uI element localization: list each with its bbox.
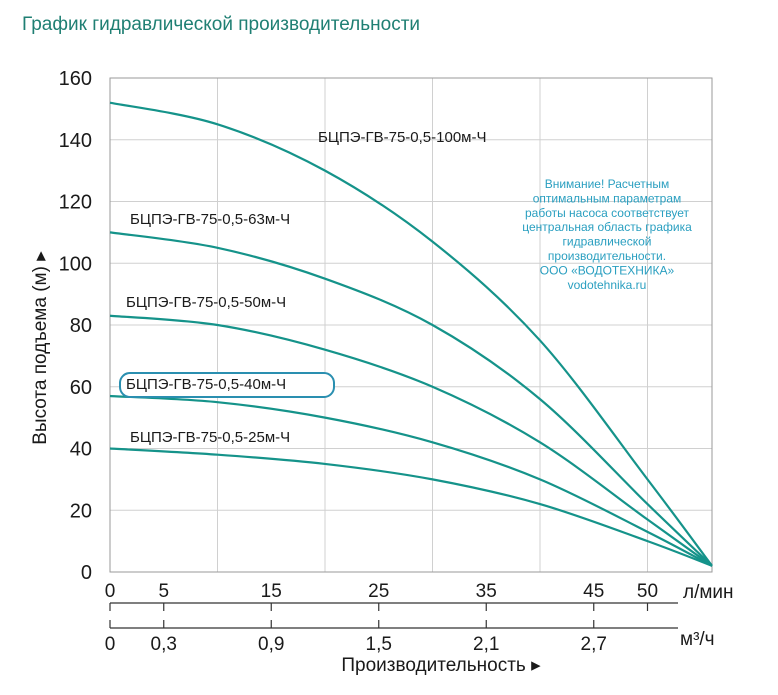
series-line	[109, 231, 713, 567]
x-axis-unit-lpm: л/мин	[683, 582, 734, 603]
y-tick-label: 60	[70, 377, 92, 399]
annotation-line: ООО «ВОДОТЕХНИКА»	[540, 263, 675, 277]
plot-frame	[109, 77, 713, 573]
y-tick-label: 120	[59, 192, 92, 214]
x-tick-label-lpm: 50	[637, 581, 658, 602]
series-label: БЦПЭ-ГВ-75-0,5-50м-Ч	[126, 294, 286, 311]
x-tick-label-lpm: 35	[476, 581, 497, 602]
annotation-line: vodotehnika.ru	[568, 278, 647, 292]
x-axis-label: Производительность ▸	[341, 655, 541, 676]
x-tick-label-m3h: 2,7	[581, 634, 607, 655]
y-tick-label: 100	[59, 253, 92, 275]
annotation-line: работы насоса соответствует	[525, 206, 690, 220]
y-tick-label: 80	[70, 315, 92, 337]
series-label: БЦПЭ-ГВ-75-0,5-63м-Ч	[130, 211, 290, 228]
annotation-line: производительности.	[548, 249, 666, 263]
x-tick-label-lpm: 5	[158, 581, 169, 602]
x-tick-label-lpm: 15	[261, 581, 282, 602]
series-labels: БЦПЭ-ГВ-75-0,5-100м-Ч БЦПЭ-ГВ-75-0,5-63м-…	[119, 129, 486, 446]
x-tick-label-lpm: 25	[368, 581, 389, 602]
series-line	[109, 447, 713, 567]
y-tick-label: 140	[59, 130, 92, 152]
x-tick-label-m3h: 1,5	[366, 634, 392, 655]
x-tick-label-m3h: 0,3	[151, 634, 177, 655]
series-label: БЦПЭ-ГВ-75-0,5-100м-Ч	[318, 129, 486, 146]
curves	[109, 101, 713, 567]
axes: 0 20 40 60 80 100 120 140 160 0 5 15 25 35 45 50 0 0,3 0,9…	[59, 68, 678, 655]
highlight-box	[119, 372, 335, 398]
series-line	[109, 314, 713, 567]
series-label: БЦПЭ-ГВ-75-0,5-40м-Ч	[126, 376, 286, 393]
y-tick-label: 160	[59, 68, 92, 90]
x-axis-unit-m3h: м³/ч	[680, 629, 715, 650]
x-tick-label-lpm: 45	[583, 581, 604, 602]
x-tick-label-m3h: 0	[105, 634, 116, 655]
series-label: БЦПЭ-ГВ-75-0,5-25м-Ч	[130, 429, 290, 446]
y-axis-label: Высота подъема (м) ▸	[30, 251, 51, 445]
x-tick-label-m3h: 2,1	[473, 634, 499, 655]
annotation-line: центральная область графика	[522, 220, 692, 234]
x-tick-label-m3h: 0,9	[258, 634, 284, 655]
page-title: График гидравлической производительности	[22, 14, 421, 35]
y-tick-label: 20	[70, 500, 92, 522]
series-line	[109, 394, 713, 567]
y-tick-label: 40	[70, 439, 92, 461]
annotation-line: Внимание! Расчетным	[545, 177, 670, 191]
series-line	[109, 101, 713, 567]
annotation-line: оптимальным параметрам	[533, 191, 682, 205]
y-tick-label: 0	[81, 562, 92, 584]
annotation-line: гидравлической	[563, 235, 652, 249]
x-tick-label-lpm: 0	[105, 581, 116, 602]
grid	[109, 77, 713, 573]
